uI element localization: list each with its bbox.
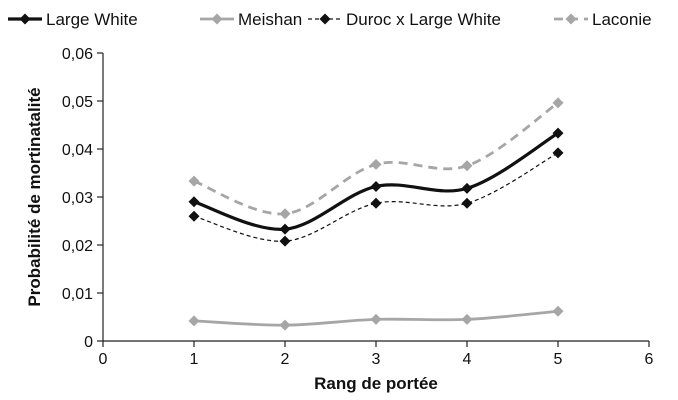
data-point-large-white (461, 182, 473, 194)
y-tick-label: 0 (84, 334, 93, 351)
axes: Rang de portée Probabilité de mortinatal… (25, 46, 654, 393)
x-axis-title: Rang de portée (314, 374, 438, 393)
series-large-white (188, 127, 564, 235)
x-tick-label: 0 (99, 351, 108, 368)
data-point-meishan (461, 313, 473, 325)
data-point-duroc-x-large-white (279, 235, 291, 247)
y-tick-label: 0,06 (62, 46, 93, 63)
data-point-duroc-x-large-white (188, 210, 200, 222)
legend-label: Duroc x Large White (346, 10, 501, 29)
data-point-large-white (188, 196, 200, 208)
y-tick-label: 0,04 (62, 142, 93, 159)
series-line-laconie (193, 101, 559, 216)
y-tick-label: 0,02 (62, 238, 93, 255)
data-point-duroc-x-large-white (461, 197, 473, 209)
data-point-meishan (370, 313, 382, 325)
series-layer (188, 97, 564, 331)
data-point-large-white (552, 127, 564, 139)
data-point-meishan (188, 315, 200, 327)
y-tick-label: 0,05 (62, 94, 93, 111)
legend-swatch-marker (319, 13, 331, 25)
data-point-laconie (552, 97, 564, 109)
legend-label: Meishan (238, 10, 302, 29)
x-tick-label: 3 (372, 351, 381, 368)
legend-item-meishan: Meishan (200, 10, 302, 29)
data-point-laconie (188, 175, 200, 187)
legend-swatch-marker (211, 13, 223, 25)
x-tick-label: 4 (463, 351, 472, 368)
data-point-meishan (279, 319, 291, 331)
legend-swatch-marker (19, 13, 31, 25)
y-axis-title: Probabilité de mortinatalité (25, 87, 44, 306)
data-point-meishan (552, 305, 564, 317)
data-point-large-white (279, 223, 291, 235)
legend-item-duroc-x-large-white: Duroc x Large White (308, 10, 501, 29)
data-point-duroc-x-large-white (370, 197, 382, 209)
data-point-duroc-x-large-white (552, 147, 564, 159)
y-tick-label: 0,03 (62, 190, 93, 207)
data-point-laconie (279, 208, 291, 220)
y-tick-label: 0,01 (62, 286, 93, 303)
data-point-laconie (461, 160, 473, 172)
series-laconie (188, 97, 564, 220)
series-line-duroc-x-large-white (193, 152, 559, 242)
legend-label: Large White (46, 10, 138, 29)
legend-label: Laconie (592, 10, 652, 29)
x-tick-label: 6 (645, 351, 654, 368)
x-tick-label: 1 (190, 351, 199, 368)
legend-swatch-marker (565, 13, 577, 25)
legend: Large White Meishan Duroc x Large White Lac… (8, 10, 652, 29)
series-duroc-x-large-white (188, 147, 564, 247)
legend-item-large-white: Large White (8, 10, 138, 29)
series-meishan (188, 305, 564, 331)
data-point-large-white (370, 180, 382, 192)
x-tick-label: 5 (554, 351, 563, 368)
legend-item-laconie: Laconie (554, 10, 652, 29)
data-point-laconie (370, 158, 382, 170)
x-tick-label: 2 (281, 351, 290, 368)
